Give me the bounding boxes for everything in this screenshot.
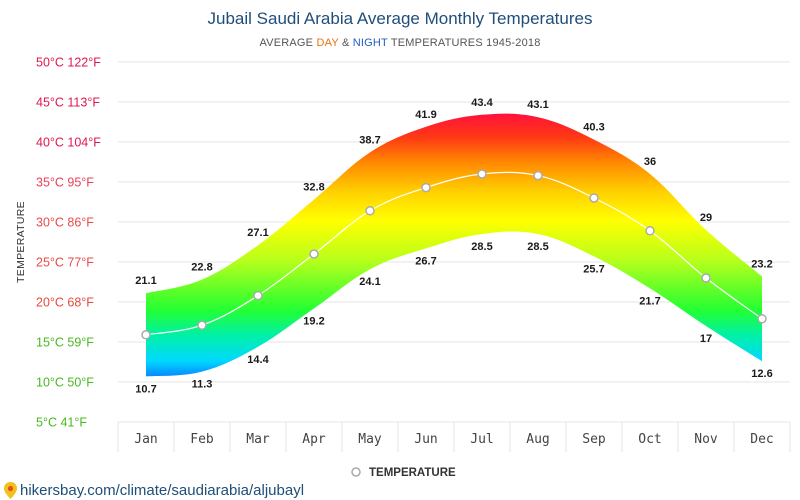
day-value-label: 27.1 [247,227,268,239]
average-point-dec[interactable] [757,314,767,324]
y-tick-label: 15°C 59°F [36,336,94,350]
day-night-temperature-band [146,113,762,377]
y-axis-label: TEMPERATURE [15,201,27,283]
night-value-label: 11.3 [192,379,213,391]
day-value-label: 43.1 [527,99,548,111]
x-tick-label: Sep [582,432,606,447]
x-tick-label: Jul [470,432,493,447]
night-value-label: 26.7 [415,255,436,267]
night-value-label: 24.1 [359,276,380,288]
x-tick-label: Jan [134,432,157,447]
average-point-jan[interactable] [141,330,151,340]
plot-area [141,113,767,377]
night-value-label: 25.7 [583,263,604,275]
day-value-label: 38.7 [359,134,380,146]
x-tick-label: Mar [246,432,270,447]
x-tick-label: Aug [526,432,549,447]
day-value-label: 29 [700,212,712,224]
subtitle-night: NIGHT [353,37,388,49]
average-point-sep[interactable] [589,193,599,203]
x-tick-label: May [358,432,382,447]
y-tick-label: 45°C 113°F [36,96,100,110]
chart-subtitle: AVERAGE DAY & NIGHT TEMPERATURES 1945-20… [259,37,540,49]
data-labels: 21.1 22.8 27.1 32.8 38.7 41.9 43.4 43.1 40.3 36 29… [135,97,772,396]
x-tick-label: Apr [302,432,326,447]
y-tick-label: 20°C 68°F [36,296,94,310]
night-value-label: 17 [700,333,712,345]
average-point-jul[interactable] [477,169,487,179]
night-value-label: 10.7 [135,383,156,395]
day-value-label: 32.8 [303,182,324,194]
night-value-label: 12.6 [751,368,772,380]
day-value-label: 21.1 [135,275,156,287]
location-pin-icon [4,482,17,499]
night-value-label: 28.5 [471,241,492,253]
average-point-feb[interactable] [197,320,207,330]
average-point-mar[interactable] [253,290,263,301]
average-point-apr[interactable] [309,249,319,259]
legend-marker [351,467,361,477]
y-tick-label: 5°C 41°F [36,416,87,430]
day-value-label: 41.9 [415,109,436,121]
x-tick-label: Oct [638,432,661,447]
day-value-label: 40.3 [583,122,604,134]
average-point-may[interactable] [365,206,375,216]
source-url: hikersbay.com/climate/saudiarabia/aljuba… [20,482,304,499]
x-tick-label: Feb [190,432,214,447]
subtitle-suffix: TEMPERATURES 1945-2018 [388,37,541,49]
average-point-oct[interactable] [645,226,655,236]
y-tick-label: 25°C 77°F [36,256,94,270]
subtitle-amp: & [339,37,353,49]
day-value-label: 23.2 [751,258,772,270]
average-point-nov[interactable] [701,273,711,283]
chart-title: Jubail Saudi Arabia Average Monthly Temp… [208,9,593,28]
y-tick-label: 10°C 50°F [36,376,94,390]
subtitle-prefix: AVERAGE [259,37,316,49]
x-tick-label: Nov [694,432,718,447]
night-value-label: 19.2 [303,315,324,327]
y-axis-ticks: 50°C 122°F 45°C 113°F 40°C 104°F 35°C 95°F 3… [36,56,101,430]
y-tick-label: 50°C 122°F [36,56,101,70]
night-value-label: 21.7 [639,295,660,307]
average-point-jun[interactable] [421,182,431,193]
y-tick-label: 40°C 104°F [36,136,101,150]
night-value-label: 28.5 [527,241,548,253]
legend[interactable]: TEMPERATURE [351,467,456,479]
x-tick-label: Jun [414,432,437,447]
x-axis-ticks: Jan Feb Mar Apr May Jun Jul Aug Sep Oct Nov Dec [134,432,773,447]
source-link[interactable]: hikersbay.com/climate/saudiarabia/aljuba… [4,482,304,499]
day-value-label: 43.4 [471,97,493,109]
y-tick-label: 35°C 95°F [36,176,94,190]
day-value-label: 22.8 [191,262,212,274]
x-tick-label: Dec [750,432,773,447]
average-point-aug[interactable] [533,170,543,181]
subtitle-day: DAY [316,37,339,49]
y-tick-label: 30°C 86°F [36,216,94,230]
legend-label: TEMPERATURE [369,467,456,479]
night-value-label: 14.4 [247,354,269,366]
day-value-label: 36 [644,156,656,168]
